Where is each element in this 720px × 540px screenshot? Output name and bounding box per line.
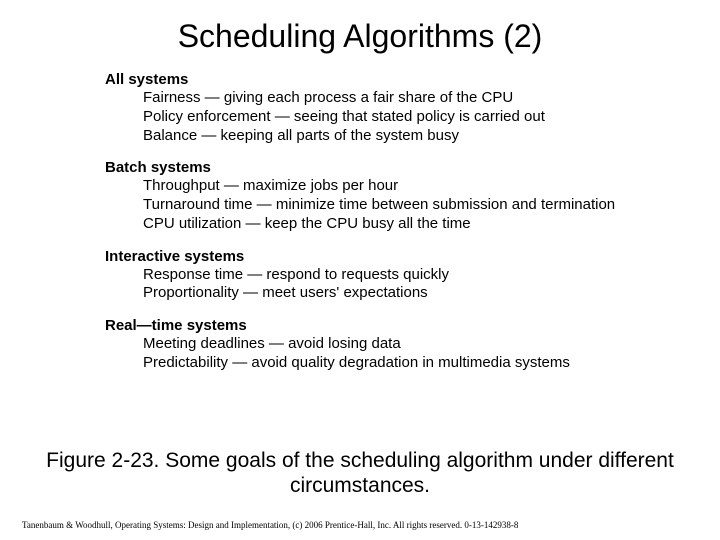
section-header: Batch systems	[105, 159, 690, 177]
section: All systemsFairness — giving each proces…	[105, 71, 690, 145]
list-item: Fairness — giving each process a fair sh…	[143, 89, 690, 108]
list-item: Throughput — maximize jobs per hour	[143, 177, 690, 196]
section: Interactive systemsResponse time — respo…	[105, 248, 690, 304]
section-header: Interactive systems	[105, 248, 690, 266]
slide-title: Scheduling Algorithms (2)	[0, 0, 720, 67]
section-items: Fairness — giving each process a fair sh…	[105, 89, 690, 145]
section-header: Real—time systems	[105, 317, 690, 335]
list-item: Turnaround time — minimize time between …	[143, 196, 690, 215]
list-item: Balance — keeping all parts of the syste…	[143, 127, 690, 146]
content-area: All systemsFairness — giving each proces…	[0, 71, 720, 373]
list-item: Proportionality — meet users' expectatio…	[143, 284, 690, 303]
list-item: Predictability — avoid quality degradati…	[143, 354, 690, 373]
section: Batch systemsThroughput — maximize jobs …	[105, 159, 690, 233]
section-items: Response time — respond to requests quic…	[105, 266, 690, 304]
section: Real—time systemsMeeting deadlines — avo…	[105, 317, 690, 373]
list-item: Policy enforcement — seeing that stated …	[143, 108, 690, 127]
figure-caption: Figure 2-23. Some goals of the schedulin…	[0, 448, 720, 498]
section-items: Throughput — maximize jobs per hourTurna…	[105, 177, 690, 233]
section-items: Meeting deadlines — avoid losing dataPre…	[105, 335, 690, 373]
copyright-footer: Tanenbaum & Woodhull, Operating Systems:…	[0, 520, 720, 530]
list-item: CPU utilization — keep the CPU busy all …	[143, 215, 690, 234]
list-item: Response time — respond to requests quic…	[143, 266, 690, 285]
section-header: All systems	[105, 71, 690, 89]
list-item: Meeting deadlines — avoid losing data	[143, 335, 690, 354]
